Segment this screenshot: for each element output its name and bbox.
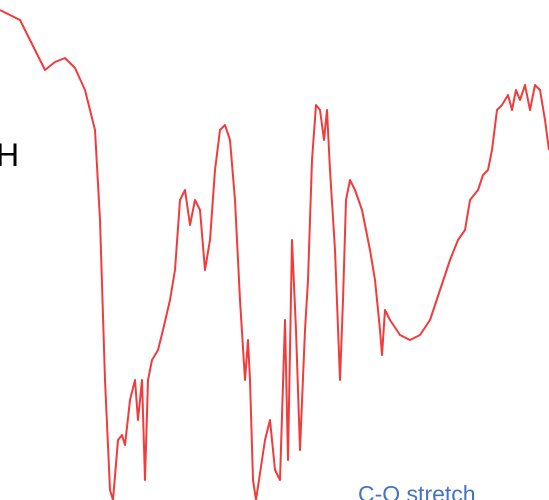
- annotation: C-O stretch: [358, 481, 476, 500]
- spectrum-curve: [0, 9, 549, 500]
- left-label: H: [0, 137, 19, 173]
